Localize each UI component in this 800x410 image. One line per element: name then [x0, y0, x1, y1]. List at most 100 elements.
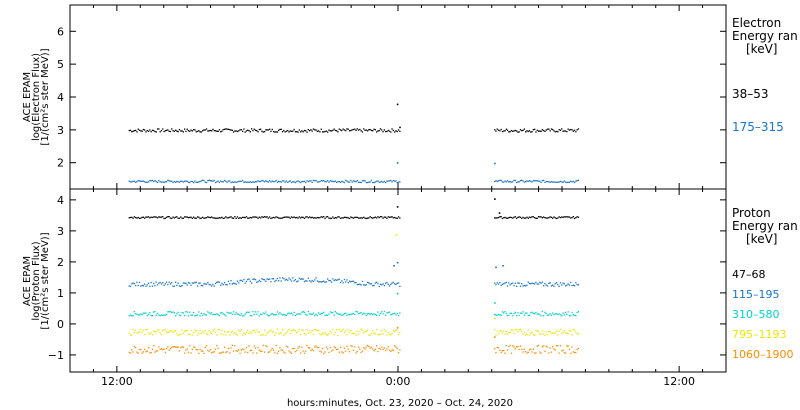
data-point	[517, 216, 519, 218]
data-point	[374, 282, 376, 284]
data-point	[263, 181, 266, 183]
proton-ylabel-line1: ACE EPAM	[22, 256, 33, 306]
data-point	[319, 131, 321, 133]
data-point	[549, 313, 551, 315]
data-point	[234, 332, 236, 334]
data-point	[163, 348, 165, 350]
data-point	[296, 216, 298, 219]
data-point	[208, 350, 210, 353]
data-point	[392, 217, 394, 219]
data-point	[200, 217, 202, 219]
data-point	[506, 333, 509, 335]
data-point	[142, 351, 144, 353]
data-point	[345, 350, 347, 352]
data-point	[390, 179, 392, 182]
data-point	[141, 352, 143, 354]
data-point	[311, 279, 313, 282]
data-point	[531, 351, 533, 353]
data-point	[537, 330, 540, 332]
data-point	[290, 330, 293, 332]
data-point	[232, 350, 235, 352]
data-point	[189, 345, 191, 347]
data-point	[496, 217, 498, 219]
data-point	[128, 351, 130, 353]
data-point	[132, 328, 134, 331]
data-point	[147, 313, 150, 315]
data-point	[263, 216, 266, 218]
data-point	[177, 282, 179, 284]
data-point	[526, 130, 528, 132]
data-point	[494, 217, 496, 219]
data-point	[190, 329, 192, 332]
data-point	[145, 216, 147, 218]
data-point	[306, 344, 308, 347]
data-point	[343, 313, 346, 315]
data-point	[262, 312, 264, 314]
data-point	[365, 284, 367, 286]
data-point	[330, 217, 333, 220]
data-point	[254, 331, 257, 334]
data-point	[225, 351, 227, 353]
data-point	[370, 129, 373, 132]
data-point	[494, 329, 496, 331]
data-point-spike	[399, 126, 401, 129]
data-point	[528, 180, 531, 182]
data-point	[545, 129, 547, 131]
data-point	[306, 314, 308, 316]
data-point	[128, 180, 130, 182]
data-point	[300, 313, 302, 315]
data-point	[318, 281, 320, 283]
data-point	[178, 333, 181, 336]
data-point	[162, 216, 164, 218]
data-point	[209, 284, 212, 286]
data-point	[541, 217, 543, 219]
data-point	[207, 334, 209, 336]
data-point	[564, 181, 567, 183]
data-point	[257, 281, 259, 283]
data-point	[559, 314, 562, 316]
data-point	[570, 315, 572, 317]
data-point	[309, 216, 311, 218]
data-point	[568, 129, 571, 131]
data-point	[129, 314, 132, 316]
data-point	[373, 217, 375, 219]
data-point	[357, 313, 360, 315]
data-point	[190, 216, 192, 218]
data-point	[133, 180, 135, 182]
data-point	[554, 313, 556, 315]
data-point	[306, 329, 308, 331]
data-point	[548, 331, 550, 333]
data-point	[390, 350, 392, 353]
data-point	[387, 129, 389, 132]
data-point	[150, 332, 152, 334]
data-point	[150, 281, 152, 284]
data-point	[220, 352, 222, 354]
data-point	[196, 285, 199, 287]
data-point	[497, 313, 500, 316]
data-point	[379, 348, 382, 350]
data-point	[154, 331, 156, 333]
data-point	[218, 281, 221, 283]
data-point	[214, 331, 217, 334]
data-point	[363, 347, 365, 349]
data-point	[223, 314, 226, 316]
data-point	[217, 180, 219, 182]
data-point	[516, 217, 518, 219]
data-point	[276, 181, 279, 183]
data-point	[363, 216, 365, 218]
legend-entry: 795–1193	[732, 328, 787, 341]
data-point	[168, 331, 170, 333]
data-point	[133, 130, 135, 132]
data-point	[296, 281, 298, 283]
data-point	[505, 312, 507, 315]
data-point	[559, 129, 562, 131]
data-point	[563, 216, 565, 218]
data-point	[346, 345, 348, 347]
data-point	[337, 313, 339, 315]
data-point	[330, 312, 333, 314]
data-point	[329, 330, 331, 332]
data-point	[563, 180, 565, 182]
data-point	[325, 216, 327, 218]
data-point	[203, 313, 205, 315]
data-point	[532, 216, 534, 218]
